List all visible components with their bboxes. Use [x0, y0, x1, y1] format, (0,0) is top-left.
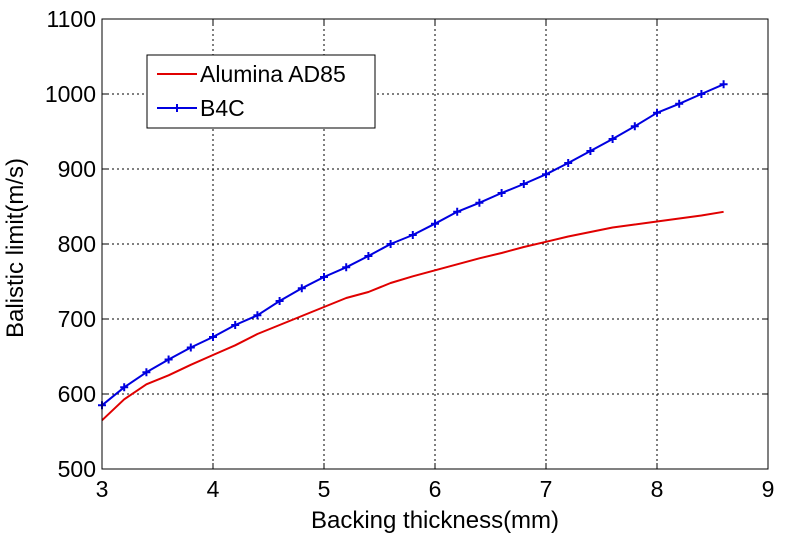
y-axis-label: Balistic limit(m/s) — [2, 158, 29, 338]
y-tick-label: 900 — [58, 156, 96, 182]
x-tick-label: 3 — [96, 476, 109, 502]
data-point-b4c — [653, 108, 661, 117]
y-tick-label: 1100 — [47, 6, 96, 32]
grid — [102, 19, 768, 469]
data-point-b4c — [342, 263, 351, 272]
x-tick-label: 5 — [318, 476, 331, 502]
legend: Alumina AD85 B4C — [146, 54, 376, 129]
data-point-b4c — [320, 273, 328, 281]
data-point-b4c — [253, 311, 262, 320]
data-point-b4c — [120, 383, 129, 392]
y-tick-label: 800 — [58, 231, 96, 257]
y-tick-label: 700 — [58, 306, 96, 332]
y-tick-label: 500 — [58, 456, 96, 482]
legend-marker-b4c — [173, 104, 181, 112]
x-tick-label: 4 — [207, 476, 220, 502]
data-point-b4c — [697, 90, 706, 98]
data-point-b4c — [675, 99, 684, 108]
data-point-b4c — [142, 368, 151, 377]
data-point-b4c — [542, 170, 550, 179]
data-point-b4c — [453, 207, 462, 216]
data-point-b4c — [275, 297, 284, 305]
x-tick-labels: 3 4 5 6 7 8 9 — [96, 476, 775, 502]
data-point-b4c — [209, 333, 217, 341]
data-point-b4c — [297, 284, 306, 293]
x-axis-label: Backing thickness(mm) — [311, 507, 559, 534]
x-tick-label: 6 — [429, 476, 442, 502]
data-point-b4c — [386, 240, 395, 248]
x-tick-label: 9 — [762, 476, 775, 502]
x-tick-label: 7 — [540, 476, 553, 502]
data-point-b4c — [364, 252, 373, 260]
data-point-b4c — [231, 321, 240, 329]
data-point-b4c — [475, 198, 484, 207]
y-tick-labels: 500 600 700 800 900 1000 1100 — [45, 6, 96, 482]
data-point-b4c — [564, 159, 573, 167]
legend-label-b4c: B4C — [200, 95, 245, 121]
data-point-b4c — [186, 343, 195, 352]
data-point-b4c — [497, 189, 506, 197]
series-line-alumina-ad85 — [101, 210, 724, 422]
y-tick-label: 1000 — [45, 81, 96, 107]
data-point-b4c — [519, 180, 528, 188]
data-point-b4c — [719, 80, 728, 89]
data-point-b4c — [608, 135, 617, 143]
y-tick-label: 600 — [58, 381, 96, 407]
legend-box — [146, 54, 376, 129]
data-point-b4c — [630, 122, 639, 131]
legend-label-alumina-ad85: Alumina AD85 — [200, 61, 346, 87]
data-point-b4c — [586, 147, 595, 155]
data-point-b4c — [164, 355, 173, 364]
tick-marks — [101, 18, 769, 470]
data-point-b4c — [431, 219, 439, 228]
x-tick-label: 8 — [651, 476, 664, 502]
data-point-b4c — [408, 231, 417, 239]
